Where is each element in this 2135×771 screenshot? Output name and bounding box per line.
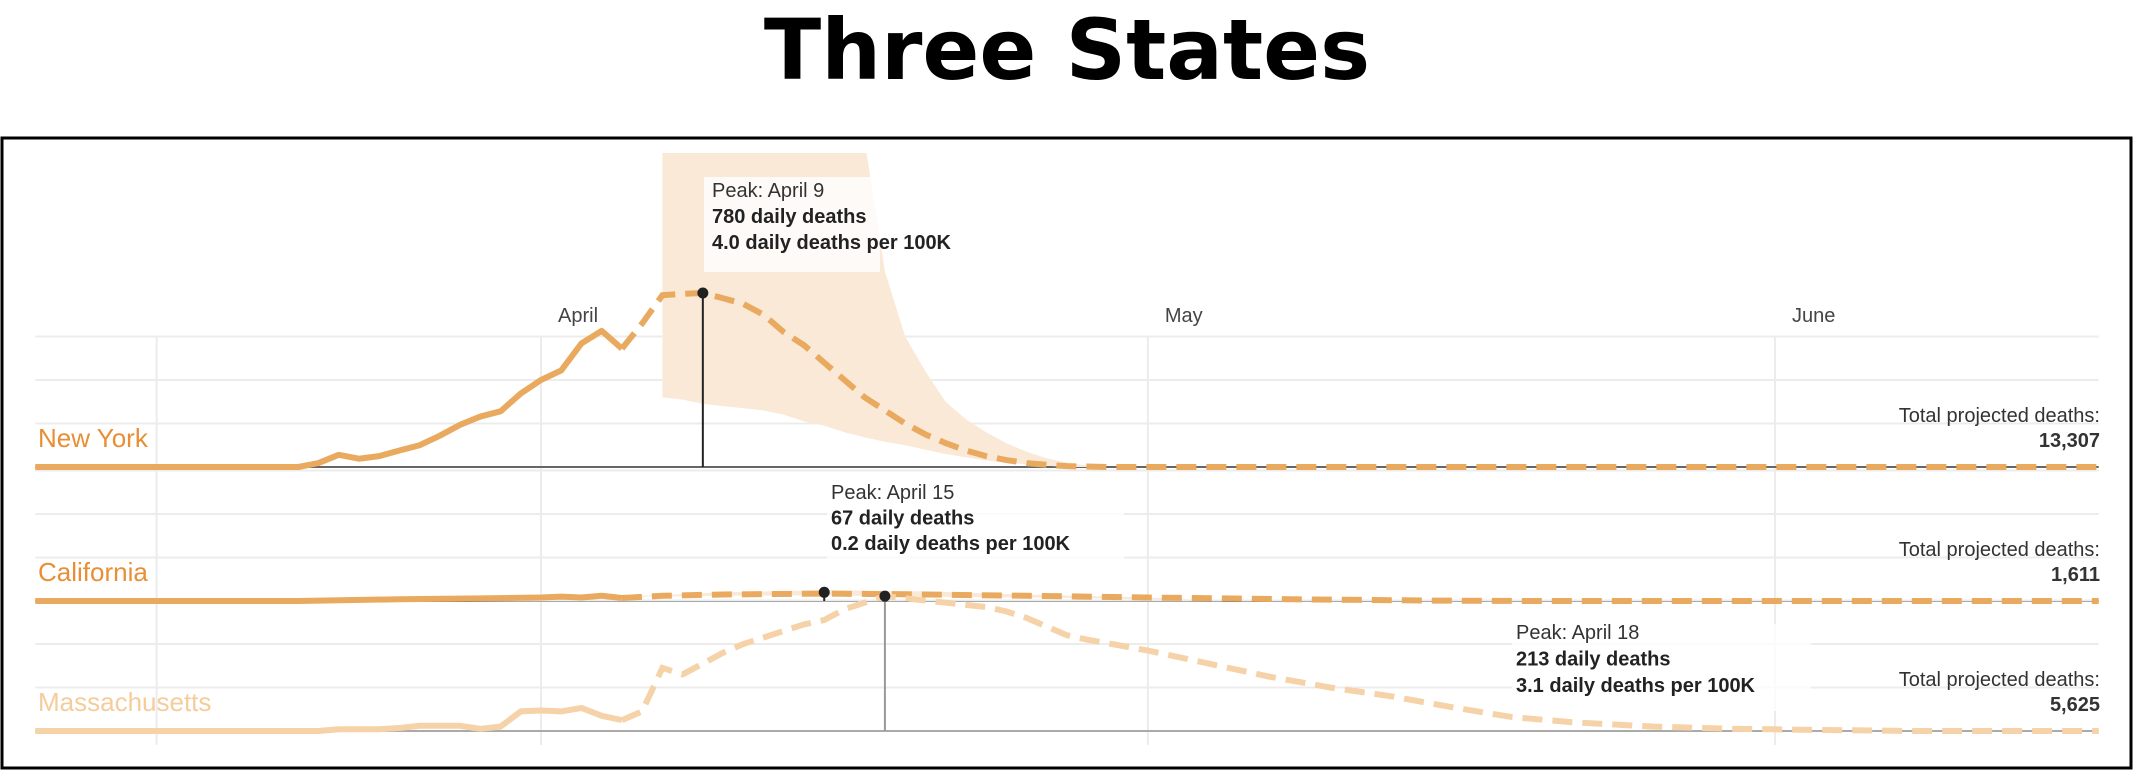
actual-deaths-line: [35, 704, 623, 734]
peak-deaths-per-100k: 3.1 daily deaths per 100K: [1516, 675, 1756, 697]
peak-date-label: Peak: April 15: [831, 482, 954, 504]
total-projected-value: 5,625: [2050, 694, 2100, 716]
total-projected-label: Total projected deaths:: [1899, 669, 2100, 691]
x-tick-label: May: [1165, 305, 1203, 327]
x-tick-label: April: [558, 305, 598, 327]
total-projected-value: 13,307: [2039, 430, 2100, 452]
peak-marker-dot: [697, 287, 709, 299]
actual-deaths-line: [35, 327, 624, 470]
peak-annotation-box: [1512, 624, 1811, 711]
peak-deaths-per-100k: 4.0 daily deaths per 100K: [712, 232, 952, 254]
peak-deaths-per-100k: 0.2 daily deaths per 100K: [831, 533, 1071, 555]
state-label: New York: [38, 423, 149, 453]
panel-new-york: [35, 153, 2099, 470]
chart-title: Three States: [764, 1, 1370, 99]
actual-deaths-line: [35, 592, 623, 604]
chart-frame: [0, 136, 2133, 770]
projected-deaths-line: [621, 590, 2099, 604]
peak-daily-deaths: 67 daily deaths: [831, 508, 974, 530]
state-label: Massachusetts: [38, 687, 211, 717]
total-projected-label: Total projected deaths:: [1899, 405, 2100, 427]
peak-marker-dot: [818, 586, 830, 598]
total-projected-label: Total projected deaths:: [1899, 539, 2100, 561]
peak-annotation-box: [827, 483, 1124, 561]
projected-deaths-line: [620, 593, 2099, 734]
x-tick-label: June: [1792, 305, 1835, 327]
panel-massachusetts: [35, 593, 2099, 734]
total-projected-value: 1,611: [2051, 564, 2100, 586]
peak-daily-deaths: 213 daily deaths: [1516, 649, 1671, 671]
peak-date-label: Peak: April 9: [712, 180, 824, 202]
peak-daily-deaths: 780 daily deaths: [712, 206, 867, 228]
peak-annotation-box: [704, 177, 880, 272]
peak-date-label: Peak: April 18: [1516, 622, 1639, 644]
state-label: California: [38, 557, 148, 587]
peak-marker-dot: [879, 590, 891, 602]
panel-california: [35, 590, 2099, 604]
